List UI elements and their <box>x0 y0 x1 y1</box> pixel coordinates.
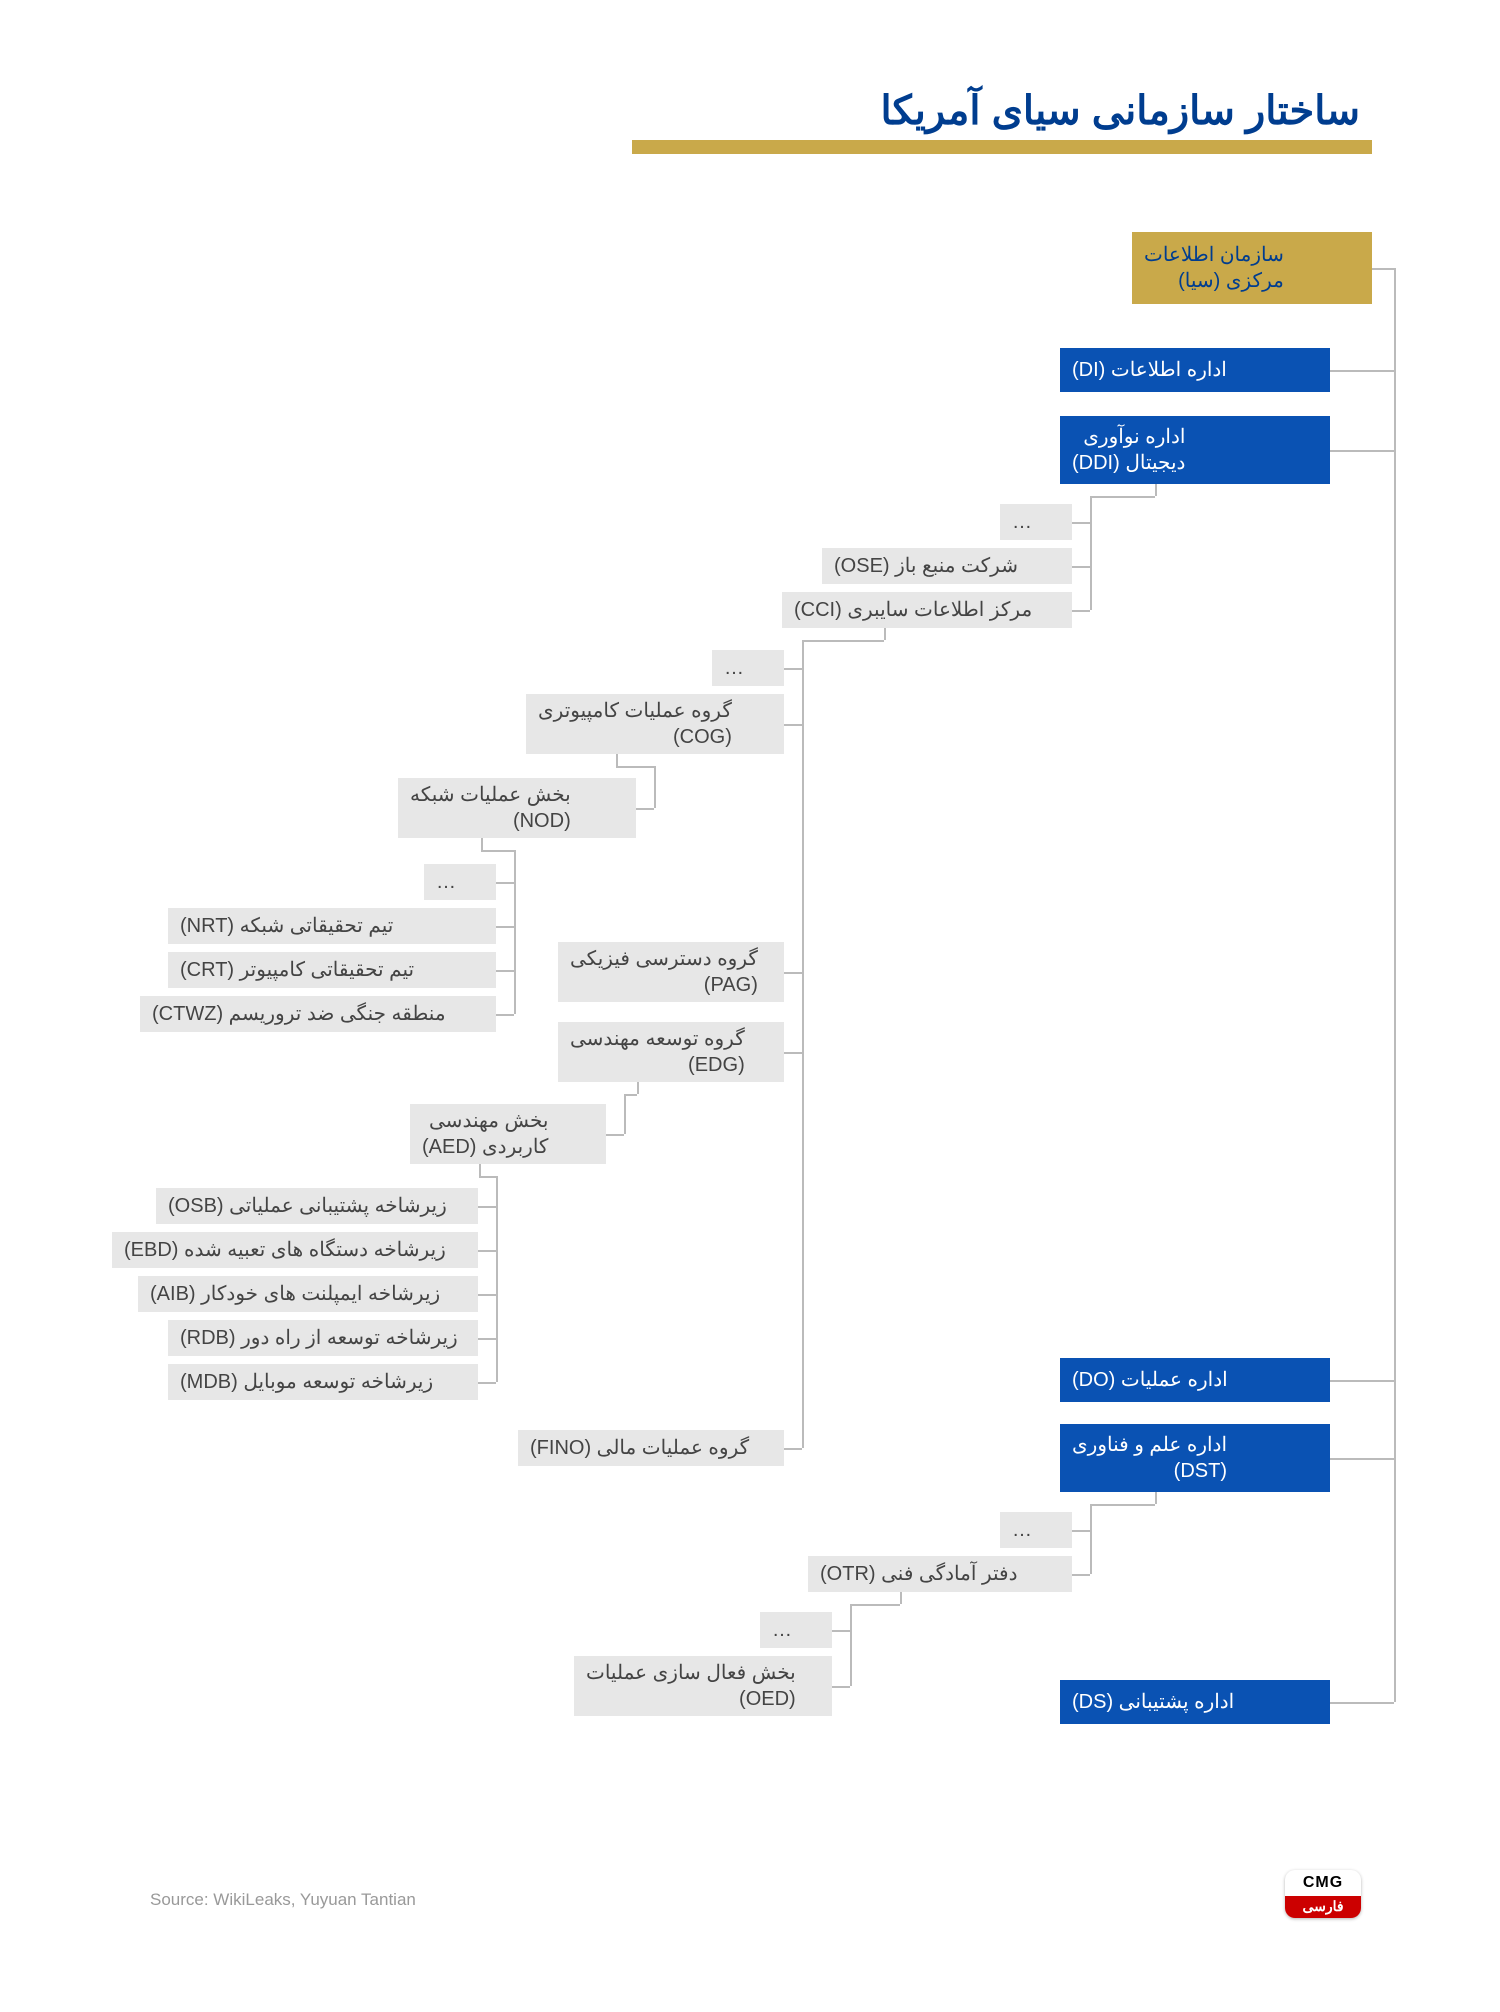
node-cia: سازمان اطلاعات مرکزی (سیا) <box>1132 232 1372 304</box>
connector <box>496 1014 514 1016</box>
connector <box>1394 268 1396 1702</box>
connector <box>514 850 516 1014</box>
node-aib: زیرشاخه ایمپلنت های خودکار (AIB) <box>138 1276 478 1312</box>
connector <box>496 1176 498 1382</box>
connector <box>496 926 514 928</box>
node-ose: شرکت منبع باز (OSE) <box>822 548 1072 584</box>
connector <box>478 1250 496 1252</box>
node-fino: گروه عملیات مالی (FINO) <box>518 1430 784 1466</box>
logo-bottom: فارسی <box>1285 1896 1361 1918</box>
connector <box>802 640 884 642</box>
node-edg: گروه توسعه مهندسی (EDG) <box>558 1022 784 1082</box>
connector <box>637 1082 639 1094</box>
node-ctwz: منطقه جنگی ضد تروریسم (CTWZ) <box>140 996 496 1032</box>
connector <box>1072 522 1090 524</box>
node-dst: اداره علم و فناوری (DST) <box>1060 1424 1330 1492</box>
connector <box>832 1686 850 1688</box>
node-ebd: زیرشاخه دستگاه های تعبیه شده (EBD) <box>112 1232 478 1268</box>
title-underline <box>632 140 1372 154</box>
logo-top: CMG <box>1285 1870 1361 1896</box>
node-oed: بخش فعال سازی عملیات (OED) <box>574 1656 832 1716</box>
node-ddi1: … <box>1000 504 1072 540</box>
connector <box>784 1448 802 1450</box>
connector <box>481 850 514 852</box>
node-cci1: … <box>712 650 784 686</box>
connector <box>784 972 802 974</box>
connector <box>478 1294 496 1296</box>
connector <box>479 1164 481 1176</box>
connector <box>1330 1458 1394 1460</box>
node-otr: دفتر آمادگی فنی (OTR) <box>808 1556 1072 1592</box>
connector <box>1330 1380 1394 1382</box>
connector <box>606 1134 624 1136</box>
connector <box>784 1052 802 1054</box>
connector <box>478 1206 496 1208</box>
connector <box>1155 484 1157 496</box>
connector <box>616 766 654 768</box>
connector <box>1090 1504 1155 1506</box>
connector <box>481 838 483 850</box>
connector <box>1372 268 1394 270</box>
connector <box>1072 1530 1090 1532</box>
connector <box>784 724 802 726</box>
connector <box>884 628 886 640</box>
connector <box>1072 610 1090 612</box>
connector <box>478 1338 496 1340</box>
node-rdb: زیرشاخه توسعه از راه دور (RDB) <box>168 1320 478 1356</box>
node-ds: اداره پشتیبانی (DS) <box>1060 1680 1330 1724</box>
page-title: ساختار سازمانی سیای آمریکا <box>640 88 1360 134</box>
connector <box>1155 1492 1157 1504</box>
node-nrt: تیم تحقیقاتی شبکه (NRT) <box>168 908 496 944</box>
node-crt: تیم تحقیقاتی کامپیوتر (CRT) <box>168 952 496 988</box>
connector <box>1072 566 1090 568</box>
node-nod1: … <box>424 864 496 900</box>
node-cog: گروه عملیات کامپیوتری (COG) <box>526 694 784 754</box>
node-otr1: … <box>760 1612 832 1648</box>
connector <box>850 1604 900 1606</box>
cmg-logo: CMGفارسی <box>1285 1870 1361 1918</box>
node-pag: گروه دسترسی فیزیکی (PAG) <box>558 942 784 1002</box>
connector <box>1090 1504 1092 1574</box>
source-label: Source: WikiLeaks, Yuyuan Tantian <box>150 1890 416 1910</box>
connector <box>496 882 514 884</box>
connector <box>1090 496 1092 610</box>
connector <box>1330 450 1394 452</box>
connector <box>1072 1574 1090 1576</box>
node-osb: زیرشاخه پشتیبانی عملیاتی (OSB) <box>156 1188 478 1224</box>
connector <box>900 1592 902 1604</box>
node-di: اداره اطلاعات (DI) <box>1060 348 1330 392</box>
org-chart-canvas: ساختار سازمانی سیای آمریکا سازمان اطلاعات… <box>0 0 1500 2012</box>
connector <box>496 970 514 972</box>
connector <box>1330 1702 1394 1704</box>
node-mdb: زیرشاخه توسعه موبایل (MDB) <box>168 1364 478 1400</box>
connector <box>654 766 656 808</box>
connector <box>1090 496 1155 498</box>
connector <box>784 668 802 670</box>
connector <box>850 1604 852 1686</box>
node-ddi: اداره نوآوری دیجیتال (DDI) <box>1060 416 1330 484</box>
connector <box>1330 370 1394 372</box>
node-dst1: … <box>1000 1512 1072 1548</box>
connector <box>636 808 654 810</box>
node-aed: بخش مهندسی کاربردی (AED) <box>410 1104 606 1164</box>
connector <box>478 1382 496 1384</box>
connector <box>616 754 618 766</box>
node-do: اداره عملیات (DO) <box>1060 1358 1330 1402</box>
node-nod: بخش عملیات شبکه (NOD) <box>398 778 636 838</box>
connector <box>832 1630 850 1632</box>
connector <box>624 1094 626 1134</box>
connector <box>802 640 804 1448</box>
connector <box>479 1176 496 1178</box>
node-cci: مرکز اطلاعات سایبری (CCI) <box>782 592 1072 628</box>
